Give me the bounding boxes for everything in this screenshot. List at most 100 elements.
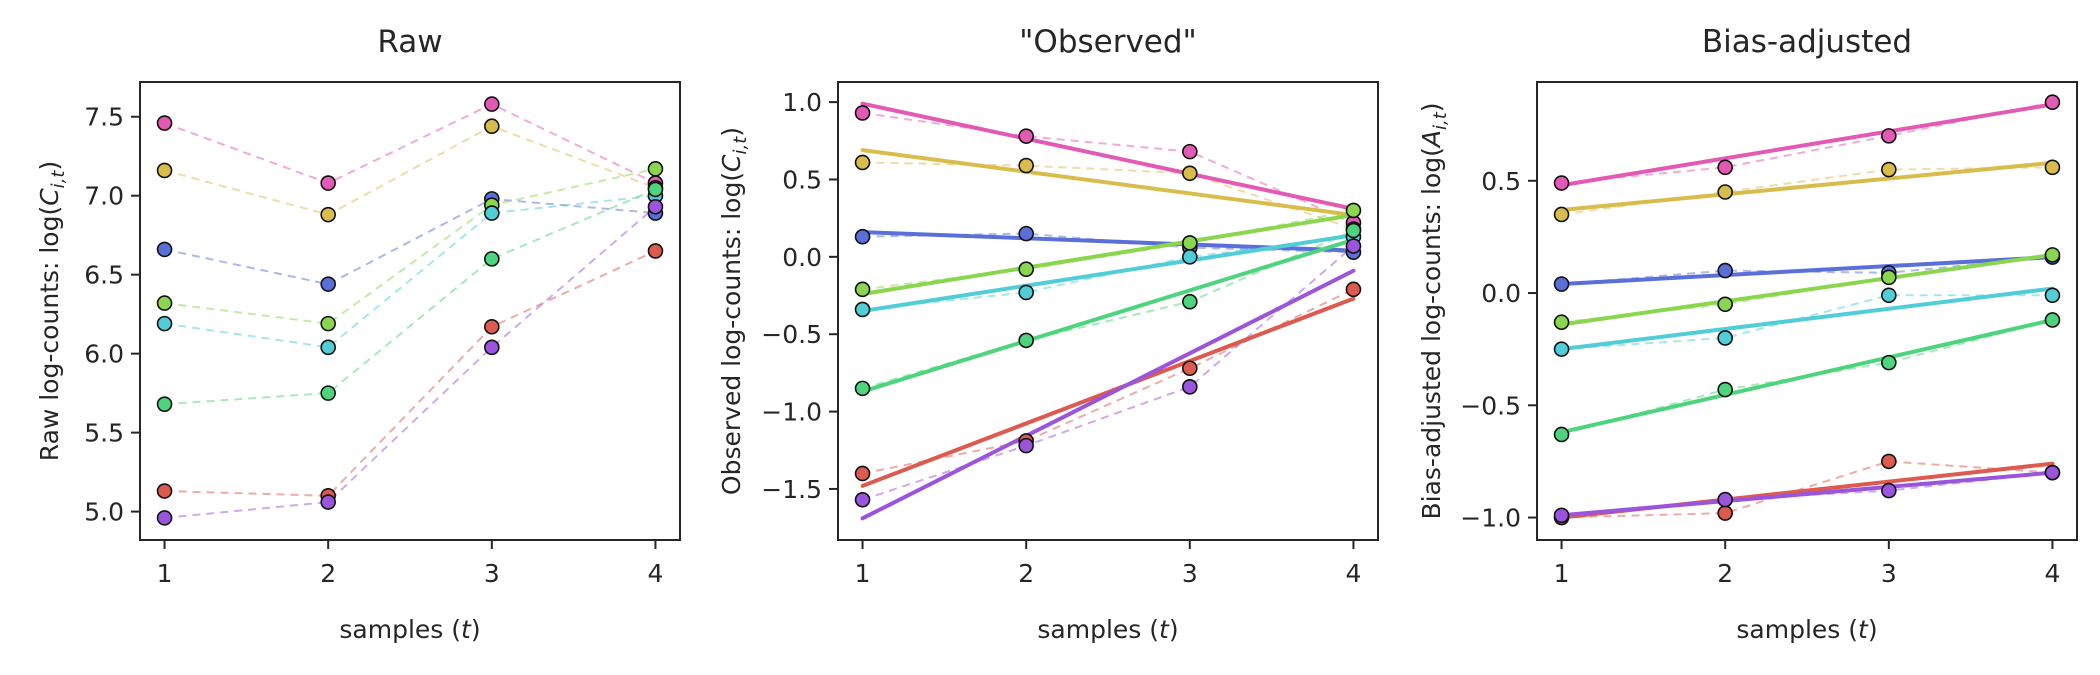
series-7-point (1182, 360, 1198, 377)
series-8-point (1018, 437, 1034, 454)
series-2-point (1881, 161, 1897, 178)
series-8-point (1717, 491, 1733, 508)
series-1-dashed-line (164, 102, 656, 185)
plot-frame (1536, 81, 2078, 541)
x-tick-label: 1 (1554, 559, 1570, 588)
x-tick-label: 3 (1182, 559, 1198, 588)
y-axis-label: Observed log-counts: log(Ci,t) (717, 127, 751, 495)
x-tick-label: 3 (1881, 559, 1897, 588)
series-1-point (1553, 175, 1570, 191)
series-4-point (2044, 247, 2061, 263)
series-4-point (647, 161, 664, 177)
series-6-point (2044, 312, 2061, 328)
series-1-point (484, 96, 500, 112)
series-4-point (1717, 296, 1733, 313)
series-8-fit-line (1559, 470, 2055, 518)
series-1-point (320, 175, 336, 191)
plot-frame (837, 81, 1379, 541)
series-8-point (156, 510, 173, 526)
series-3-point (156, 241, 173, 258)
series-3-point (854, 228, 871, 245)
series-6-point (320, 385, 336, 401)
series-5-point (1182, 249, 1198, 265)
series-2-dashed-line (164, 125, 656, 216)
x-tick-label: 1 (855, 559, 871, 588)
series-7-fit-line (860, 296, 1356, 488)
y-tick-label: −1.5 (761, 475, 822, 504)
series-6-point (1182, 293, 1198, 310)
series-4-fit-line (1559, 252, 2055, 327)
series-6-fit-line (860, 237, 1356, 394)
x-tick-label: 2 (1018, 559, 1034, 588)
series-4-point (1182, 235, 1198, 251)
y-tick-label: −0.5 (1460, 391, 1521, 420)
x-tick-label: 2 (1717, 559, 1733, 588)
series-8-point (1881, 482, 1897, 499)
series-4-point (1553, 314, 1570, 331)
y-tick-label: −1.0 (761, 398, 822, 427)
series-7-point (1881, 453, 1897, 470)
series-2-dashed-line (1561, 166, 2053, 216)
x-axis-label: samples (t) (1037, 615, 1178, 644)
series-7-point (647, 243, 664, 259)
y-tick-label: 6.0 (84, 340, 124, 369)
y-tick-label: 0.0 (782, 243, 822, 272)
x-tick-label: 4 (1346, 559, 1362, 588)
series-8-point (320, 494, 336, 510)
x-tick-label: 1 (157, 559, 173, 588)
y-tick-label: 0.5 (782, 165, 822, 194)
chart-title: Bias-adjusted (1702, 24, 1912, 60)
chart-title: "Observed" (1019, 24, 1197, 60)
series-6-point (484, 251, 500, 267)
series-7-point (1345, 281, 1362, 298)
series-5-point (854, 301, 871, 318)
series-7-dashed-line (164, 250, 656, 497)
series-4-point (1018, 261, 1034, 278)
series-2-fit-line (860, 148, 1356, 218)
series-8-dashed-line (862, 245, 1355, 501)
series-4-point (1345, 202, 1362, 219)
series-2-point (484, 118, 500, 135)
series-4-dashed-line (164, 167, 656, 325)
y-tick-label: 0.0 (1481, 279, 1521, 308)
y-tick-label: 0.5 (1481, 167, 1521, 196)
y-tick-label: 6.5 (84, 261, 124, 290)
series-2-dashed-line (862, 161, 1354, 230)
series-7-point (1717, 505, 1733, 521)
series-8-point (484, 339, 500, 356)
chart-panel-3: Bias-adjusted −1.0 −0.5 0.0 0.5 1 2 3 4 samples (… (1417, 24, 2078, 644)
series-8-point (2044, 464, 2061, 481)
series-3-dashed-line (164, 197, 656, 286)
series-5-point (156, 315, 173, 332)
x-axis-label: samples (t) (1736, 615, 1877, 644)
y-tick-label: 5.0 (84, 498, 124, 527)
series-4-fit-line (860, 213, 1356, 296)
series-3-point (1717, 262, 1733, 279)
y-axis-label: Raw log-counts: log(Ci,t) (35, 161, 69, 461)
series-5-point (1018, 284, 1034, 301)
series-1-point (1881, 128, 1897, 144)
series-3-point (1553, 276, 1570, 292)
series-4-point (320, 315, 336, 332)
series-5-fit-line (860, 233, 1356, 313)
x-tick-label: 4 (648, 559, 664, 588)
series-6-point (854, 380, 871, 397)
series-8-point (1182, 379, 1198, 395)
series-8-point (854, 491, 871, 508)
y-tick-label: 1.0 (782, 88, 822, 117)
series-2-point (854, 154, 871, 171)
series-7-point (484, 318, 500, 335)
series-6-point (1717, 381, 1733, 398)
series-6-point (1018, 332, 1034, 349)
series-3-point (1018, 225, 1034, 242)
series-8-point (647, 198, 664, 215)
series-6-point (1345, 222, 1362, 239)
series-5-point (320, 339, 336, 356)
chart-title: Raw (377, 24, 442, 60)
x-tick-label: 3 (484, 559, 500, 588)
y-tick-label: 5.5 (84, 419, 124, 448)
series-1-point (854, 105, 871, 121)
series-5-point (1553, 341, 1570, 357)
series-6-point (647, 181, 664, 198)
